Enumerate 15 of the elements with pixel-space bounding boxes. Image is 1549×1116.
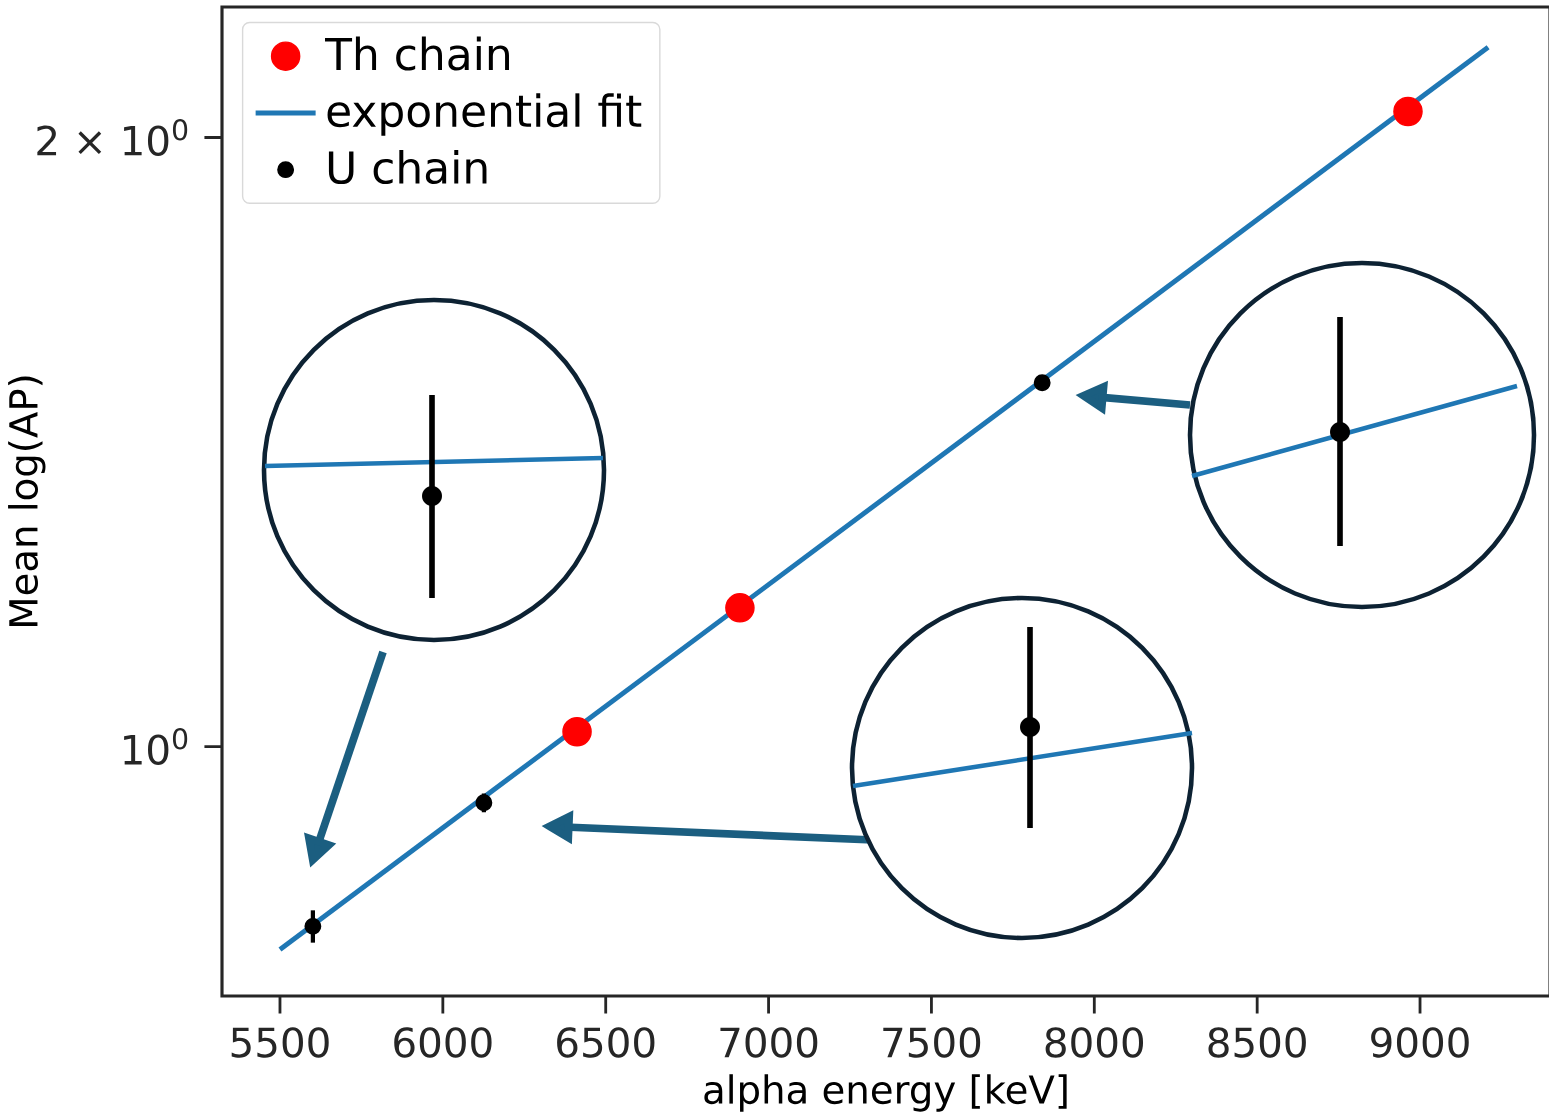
y-tick-label: 2 × 10$^{0}$: [37, 119, 188, 156]
x-tick-label: 5500: [231, 1027, 329, 1058]
x-axis-title: alpha energy [keV]: [704, 1074, 1067, 1112]
x-tick-label: 6500: [557, 1027, 655, 1058]
legend-label: U chain: [328, 150, 487, 185]
legend-label: Th chain: [325, 36, 509, 71]
x-tick-label: 7500: [883, 1027, 981, 1058]
x-tick-label: 9000: [1371, 1027, 1469, 1058]
x-tick-label: 8500: [1208, 1027, 1306, 1058]
y-tick-label: 10$^{0}$: [124, 728, 188, 765]
x-tick-label: 7000: [720, 1027, 818, 1058]
y-axis-title: Mean log(AP): [8, 376, 46, 626]
x-tick-label: 6000: [394, 1027, 492, 1058]
x-tick-label: 8000: [1045, 1027, 1144, 1058]
legend-label: exponential fit: [327, 93, 642, 136]
